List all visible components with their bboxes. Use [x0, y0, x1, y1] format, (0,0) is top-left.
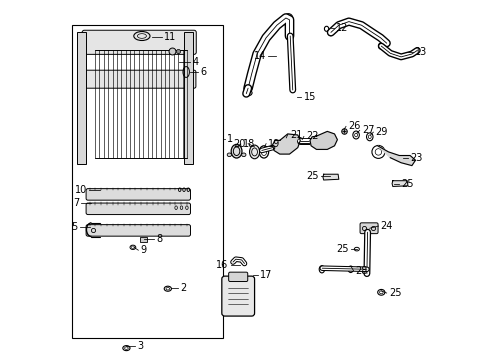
Polygon shape — [391, 181, 407, 186]
Polygon shape — [309, 131, 337, 149]
FancyBboxPatch shape — [359, 223, 377, 234]
Polygon shape — [322, 174, 338, 180]
Text: 16: 16 — [216, 260, 228, 270]
Text: 13: 13 — [414, 47, 427, 57]
FancyBboxPatch shape — [228, 272, 247, 282]
Text: 18: 18 — [243, 139, 255, 149]
Ellipse shape — [249, 145, 259, 159]
Text: 19: 19 — [268, 139, 280, 149]
Ellipse shape — [227, 153, 231, 157]
Text: 4: 4 — [192, 57, 199, 67]
Text: 10: 10 — [74, 185, 87, 195]
Text: 22: 22 — [305, 131, 318, 141]
FancyBboxPatch shape — [82, 30, 196, 54]
Polygon shape — [377, 146, 415, 166]
Text: 25: 25 — [335, 244, 348, 254]
Text: 28: 28 — [355, 266, 367, 276]
Text: 25: 25 — [401, 179, 413, 189]
Text: 14: 14 — [253, 51, 265, 61]
Text: 23: 23 — [409, 153, 422, 163]
FancyBboxPatch shape — [86, 189, 190, 200]
Text: 8: 8 — [156, 234, 162, 244]
FancyBboxPatch shape — [222, 276, 254, 316]
Bar — [77, 32, 86, 164]
Ellipse shape — [231, 144, 242, 158]
Polygon shape — [272, 134, 300, 154]
Text: 6: 6 — [200, 67, 206, 77]
Text: 27: 27 — [361, 125, 374, 135]
Text: 26: 26 — [347, 121, 360, 131]
Text: 15: 15 — [303, 92, 315, 102]
FancyBboxPatch shape — [82, 70, 196, 88]
Bar — [140, 237, 146, 242]
Text: 2: 2 — [180, 283, 186, 293]
Bar — [184, 32, 193, 164]
Text: 1: 1 — [226, 134, 232, 144]
Text: 17: 17 — [260, 270, 272, 280]
Text: 29: 29 — [375, 127, 387, 137]
Text: 25: 25 — [305, 171, 318, 181]
Text: 7: 7 — [73, 198, 79, 208]
Bar — [72, 25, 223, 338]
Text: 24: 24 — [380, 221, 392, 231]
Text: 3: 3 — [137, 341, 142, 351]
Text: 5: 5 — [71, 222, 78, 232]
Ellipse shape — [241, 153, 245, 157]
Text: 12: 12 — [335, 23, 347, 33]
FancyBboxPatch shape — [86, 203, 190, 215]
Text: 25: 25 — [388, 288, 401, 298]
Text: 20: 20 — [233, 139, 245, 149]
Text: 21: 21 — [289, 130, 302, 140]
Text: 11: 11 — [163, 32, 176, 42]
Text: 9: 9 — [140, 245, 146, 255]
FancyBboxPatch shape — [86, 225, 190, 236]
